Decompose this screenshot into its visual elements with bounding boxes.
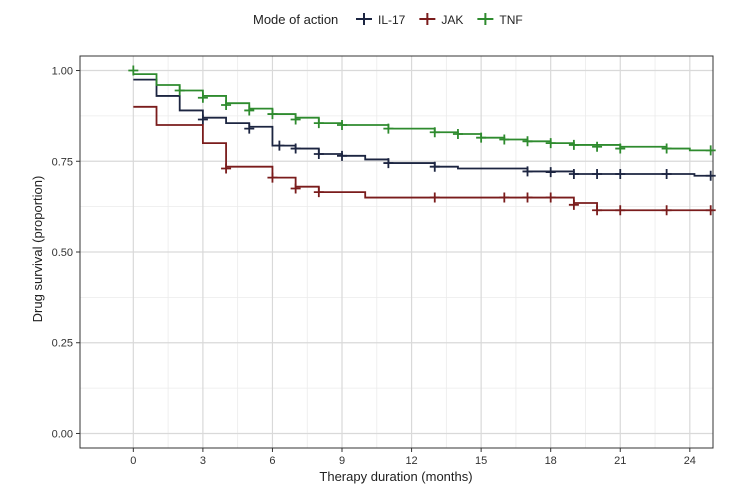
x-tick-label: 9: [339, 455, 345, 467]
series-line-jak: [133, 105, 713, 212]
x-tick-label: 24: [684, 455, 696, 467]
censor-mark-tnf: [499, 134, 510, 145]
x-tick-label: 6: [269, 455, 275, 467]
censor-mark-tnf: [452, 129, 463, 140]
censor-mark-jak: [545, 192, 556, 203]
censor-mark-jak: [429, 192, 440, 203]
censor-mark-tnf: [545, 138, 556, 149]
x-axis-title: Therapy duration (months): [319, 469, 472, 484]
y-tick-label: 0.50: [52, 247, 73, 259]
censor-mark-tnf: [313, 118, 324, 129]
censor-mark-il-17: [290, 143, 301, 154]
censor-mark-il-17: [592, 168, 603, 179]
x-tick-label: 12: [405, 455, 417, 467]
plot-area: 0 3 6 9 12 15 18 21 24 0.00 0.25 0.50 0.75 1.00: [52, 55, 716, 467]
censor-mark-tnf: [705, 145, 716, 156]
censor-mark-jak: [568, 199, 579, 210]
censor-mark-tnf: [267, 109, 278, 120]
censor-mark-il-17: [429, 161, 440, 172]
censor-mark-tnf: [244, 105, 255, 116]
censor-mark-tnf: [476, 132, 487, 143]
legend: Mode of action IL-17 JAK TNF: [253, 12, 523, 27]
censor-mark-il-17: [313, 149, 324, 159]
legend-title: Mode of action: [253, 12, 338, 27]
censor-mark-tnf: [429, 127, 440, 138]
censor-mark-tnf: [568, 139, 579, 150]
censor-mark-tnf: [522, 136, 533, 147]
censor-mark-jak: [313, 187, 324, 198]
censor-mark-tnf: [197, 92, 208, 103]
censor-mark-jak: [221, 163, 232, 174]
censor-mark-tnf: [592, 141, 603, 152]
x-tick-label: 3: [200, 455, 206, 467]
y-tick-label: 0.75: [52, 156, 73, 168]
censor-mark-il-17: [197, 114, 208, 125]
x-tick-label: 15: [475, 455, 487, 467]
censor-mark-il-17: [705, 170, 716, 181]
censor-mark-il-17: [383, 158, 394, 169]
x-tick-label: 21: [614, 455, 626, 467]
censor-mark-tnf: [290, 114, 301, 125]
censor-mark-jak: [661, 205, 672, 216]
censor-mark-tnf: [383, 123, 394, 134]
censor-mark-tnf: [661, 143, 672, 154]
censor-mark-jak: [592, 205, 603, 216]
censor-mark-il-17: [522, 166, 533, 177]
censor-mark-il-17: [337, 150, 348, 161]
censor-mark-il-17: [244, 123, 255, 134]
y-tick-label: 0.00: [52, 428, 73, 440]
legend-key-tnf: [477, 13, 494, 25]
x-tick-label: 0: [130, 455, 136, 467]
censor-mark-jak: [705, 205, 716, 216]
legend-key-jak: [419, 13, 436, 25]
censor-mark-tnf: [615, 143, 626, 154]
series-line-tnf: [133, 73, 713, 152]
legend-items: IL-17 JAK TNF: [356, 13, 523, 27]
y-tick-label: 1.00: [52, 66, 73, 78]
censor-mark-il-17: [545, 167, 556, 178]
censor-mark-il-17: [274, 140, 285, 151]
censor-mark-tnf: [221, 100, 232, 110]
censor-mark-il-17: [568, 168, 579, 179]
y-tick-label: 0.25: [52, 338, 73, 350]
legend-label-tnf: TNF: [499, 13, 522, 27]
censor-mark-jak: [290, 183, 301, 194]
censor-mark-jak: [615, 205, 626, 216]
censor-mark-tnf: [128, 65, 139, 76]
legend-key-il-17: [356, 13, 372, 25]
censor-mark-il-17: [615, 168, 626, 179]
censor-mark-jak: [499, 192, 510, 203]
censor-mark-jak: [267, 172, 278, 183]
y-axis-title: Drug survival (proportion): [30, 176, 45, 323]
legend-label-il-17: IL-17: [378, 13, 406, 27]
legend-label-jak: JAK: [441, 13, 463, 27]
censor-mark-tnf: [337, 119, 348, 130]
censor-mark-jak: [522, 192, 533, 203]
censor-mark-tnf: [174, 85, 185, 96]
censor-mark-il-17: [661, 168, 672, 179]
x-tick-label: 18: [545, 455, 557, 467]
